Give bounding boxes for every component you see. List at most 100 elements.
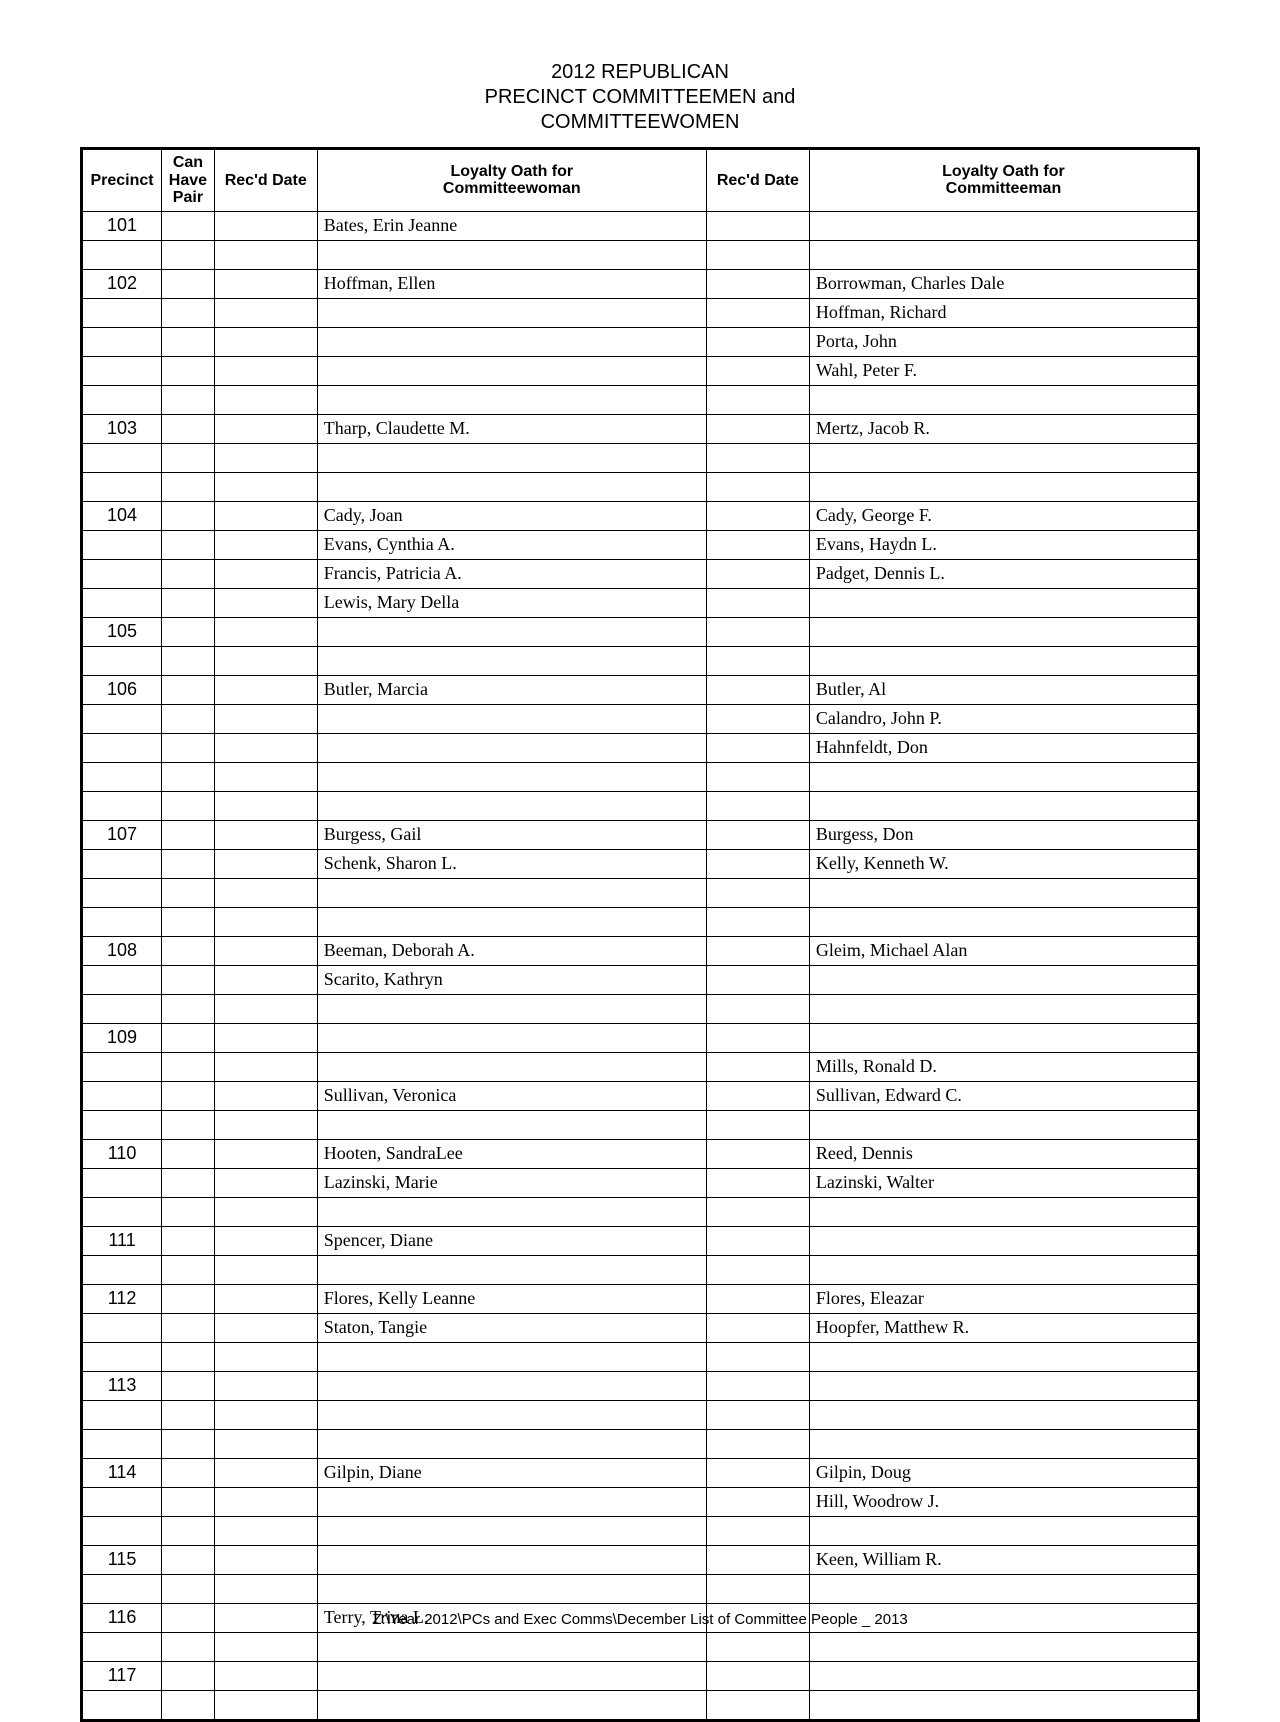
cell-committeeman: Hill, Woodrow J. (809, 1487, 1198, 1516)
table-row (82, 907, 1199, 936)
cell-recd-date-2 (706, 385, 809, 414)
cell-committeewoman: Beeman, Deborah A. (317, 936, 706, 965)
cell-precinct (82, 994, 162, 1023)
cell-recd-date-2 (706, 994, 809, 1023)
cell-recd-date-1 (214, 965, 317, 994)
cell-committeeman (809, 472, 1198, 501)
cell-precinct (82, 1516, 162, 1545)
cell-recd-date-1 (214, 1574, 317, 1603)
cell-committeewoman (317, 791, 706, 820)
table-row (82, 443, 1199, 472)
cell-recd-date-1 (214, 994, 317, 1023)
cell-precinct (82, 704, 162, 733)
cell-pair (162, 385, 215, 414)
cell-recd-date-2 (706, 1168, 809, 1197)
cell-recd-date-1 (214, 849, 317, 878)
cell-pair (162, 559, 215, 588)
cell-committeewoman (317, 1052, 706, 1081)
cell-recd-date-2 (706, 1371, 809, 1400)
cell-recd-date-1 (214, 1487, 317, 1516)
cell-recd-date-2 (706, 1429, 809, 1458)
cell-precinct: 105 (82, 617, 162, 646)
cell-precinct (82, 240, 162, 269)
cell-recd-date-1 (214, 530, 317, 559)
cell-recd-date-2 (706, 1574, 809, 1603)
cell-recd-date-1 (214, 820, 317, 849)
cell-pair (162, 994, 215, 1023)
table-row: 113 (82, 1371, 1199, 1400)
cell-recd-date-1 (214, 414, 317, 443)
cell-committeeman: Calandro, John P. (809, 704, 1198, 733)
cell-recd-date-1 (214, 472, 317, 501)
cell-committeewoman: Flores, Kelly Leanne (317, 1284, 706, 1313)
cell-precinct: 104 (82, 501, 162, 530)
cell-precinct (82, 1081, 162, 1110)
cell-recd-date-2 (706, 1226, 809, 1255)
table-row: 105 (82, 617, 1199, 646)
cell-committeewoman: Spencer, Diane (317, 1226, 706, 1255)
cell-committeeman (809, 907, 1198, 936)
cell-committeeman (809, 965, 1198, 994)
cell-committeeman (809, 1400, 1198, 1429)
cell-committeeman (809, 1226, 1198, 1255)
cell-committeeman (809, 443, 1198, 472)
table-row: Hoffman, Richard (82, 298, 1199, 327)
cell-pair (162, 1458, 215, 1487)
cell-committeeman: Keen, William R. (809, 1545, 1198, 1574)
cell-precinct (82, 385, 162, 414)
cell-committeewoman: Staton, Tangie (317, 1313, 706, 1342)
cell-recd-date-2 (706, 298, 809, 327)
cell-committeeman: Kelly, Kenneth W. (809, 849, 1198, 878)
cell-precinct (82, 356, 162, 385)
cell-committeewoman (317, 356, 706, 385)
cell-recd-date-2 (706, 1313, 809, 1342)
cell-committeewoman (317, 472, 706, 501)
cell-recd-date-2 (706, 791, 809, 820)
cell-committeeman: Porta, John (809, 327, 1198, 356)
cell-recd-date-2 (706, 1690, 809, 1720)
table-row: Scarito, Kathryn (82, 965, 1199, 994)
cell-committeeman (809, 1574, 1198, 1603)
cell-pair (162, 878, 215, 907)
cell-recd-date-2 (706, 646, 809, 675)
table-row: Porta, John (82, 327, 1199, 356)
cell-committeewoman: Hoffman, Ellen (317, 269, 706, 298)
cell-committeeman (809, 878, 1198, 907)
cell-pair (162, 1429, 215, 1458)
cell-committeeman (809, 588, 1198, 617)
cell-recd-date-1 (214, 1052, 317, 1081)
cell-committeewoman (317, 1487, 706, 1516)
cell-pair (162, 762, 215, 791)
cell-committeewoman: Evans, Cynthia A. (317, 530, 706, 559)
cell-pair (162, 1690, 215, 1720)
cell-pair (162, 617, 215, 646)
cell-recd-date-1 (214, 1400, 317, 1429)
cell-recd-date-1 (214, 1371, 317, 1400)
cell-pair (162, 211, 215, 240)
cell-recd-date-2 (706, 240, 809, 269)
table-row (82, 762, 1199, 791)
cell-committeewoman: Sullivan, Veronica (317, 1081, 706, 1110)
cell-recd-date-1 (214, 1284, 317, 1313)
col-pair: CanHavePair (162, 149, 215, 212)
cell-precinct (82, 298, 162, 327)
cell-pair (162, 1226, 215, 1255)
cell-recd-date-2 (706, 1284, 809, 1313)
cell-recd-date-2 (706, 1052, 809, 1081)
table-row (82, 1690, 1199, 1720)
cell-precinct: 108 (82, 936, 162, 965)
cell-committeeman (809, 1429, 1198, 1458)
table-row (82, 878, 1199, 907)
table-row (82, 1429, 1199, 1458)
cell-recd-date-2 (706, 733, 809, 762)
cell-recd-date-2 (706, 1110, 809, 1139)
cell-committeewoman (317, 1690, 706, 1720)
cell-committeewoman: Hooten, SandraLee (317, 1139, 706, 1168)
table-row: 108Beeman, Deborah A.Gleim, Michael Alan (82, 936, 1199, 965)
cell-precinct: 107 (82, 820, 162, 849)
table-row: Schenk, Sharon L.Kelly, Kenneth W. (82, 849, 1199, 878)
cell-recd-date-1 (214, 733, 317, 762)
cell-recd-date-1 (214, 501, 317, 530)
cell-committeewoman (317, 733, 706, 762)
cell-committeeman (809, 1690, 1198, 1720)
